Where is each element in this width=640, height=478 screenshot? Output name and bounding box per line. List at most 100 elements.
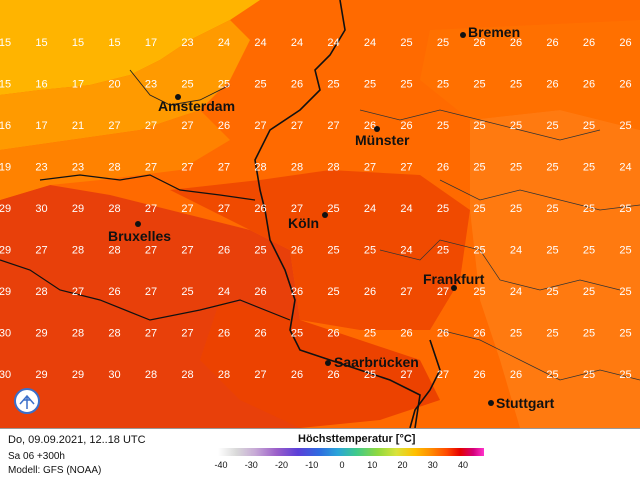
grid-value: 25 [619, 203, 631, 215]
grid-value: 30 [35, 203, 47, 215]
city-label-saarbruecken: Saarbrücken [334, 354, 419, 370]
grid-value: 27 [145, 286, 157, 298]
grid-value: 27 [218, 203, 230, 215]
legend-tick: 30 [427, 460, 438, 470]
grid-value: 26 [437, 162, 449, 174]
grid-value: 23 [35, 162, 47, 174]
border-germany-west [254, 0, 421, 428]
city-stuttgart[interactable]: Stuttgart [488, 395, 555, 411]
grid-value: 25 [546, 328, 558, 340]
grid-value: 26 [473, 369, 485, 381]
temperature-map[interactable]: 15 15 15 15 17 23 24 24 24 24 24 25 25 26 26 26 26 26 15 16… [0, 0, 640, 428]
grid-value: 15 [108, 37, 120, 49]
grid-value: 25 [327, 79, 339, 91]
city-label-frankfurt: Frankfurt [423, 271, 485, 287]
logo [14, 388, 40, 414]
city-saarbruecken[interactable]: Saarbrücken [325, 354, 419, 370]
grid-value: 25 [218, 79, 230, 91]
city-bremen[interactable]: Bremen [460, 24, 520, 40]
grid-value: 25 [510, 328, 522, 340]
grid-value: 25 [510, 79, 522, 91]
grid-value: 27 [181, 120, 193, 132]
grid-value: 27 [437, 286, 449, 298]
grid-value: 29 [35, 369, 47, 381]
grid-value: 27 [108, 120, 120, 132]
grid-value: 25 [473, 79, 485, 91]
grid-value: 27 [218, 162, 230, 174]
grid-value: 27 [400, 369, 412, 381]
grid-value: 27 [291, 120, 303, 132]
grid-value: 27 [254, 120, 266, 132]
grid-value: 24 [364, 203, 376, 215]
city-marker [374, 126, 380, 132]
grid-value: 25 [473, 120, 485, 132]
grid-value: 27 [35, 245, 47, 257]
grid-value: 26 [327, 328, 339, 340]
city-koeln[interactable]: Köln [288, 212, 328, 231]
city-amsterdam[interactable]: Amsterdam [158, 94, 235, 114]
grid-value: 29 [35, 328, 47, 340]
city-label-stuttgart: Stuttgart [496, 395, 555, 411]
city-marker [175, 94, 181, 100]
grid-value: 25 [546, 286, 558, 298]
grid-value: 25 [473, 162, 485, 174]
forecast-run: Sa 06 +300h [8, 451, 65, 462]
grid-value: 26 [364, 286, 376, 298]
grid-value: 15 [35, 37, 47, 49]
grid-value: 27 [181, 245, 193, 257]
grid-value: 26 [619, 79, 631, 91]
city-frankfurt[interactable]: Frankfurt [423, 271, 485, 291]
grid-value: 28 [108, 328, 120, 340]
city-muenster[interactable]: Münster [355, 126, 410, 148]
grid-value: 23 [145, 79, 157, 91]
grid-value: 25 [327, 203, 339, 215]
grid-value: 26 [291, 286, 303, 298]
state-border-2 [439, 179, 640, 211]
legend-title: Höchsttemperatur [°C] [298, 433, 416, 445]
grid-value: 28 [291, 162, 303, 174]
grid-value: 25 [510, 162, 522, 174]
grid-value: 26 [327, 369, 339, 381]
grid-value: 24 [218, 37, 230, 49]
grid-value: 24 [327, 37, 339, 49]
grid-value: 25 [583, 120, 595, 132]
grid-value: 25 [327, 245, 339, 257]
grid-value: 27 [145, 328, 157, 340]
grid-value: 25 [291, 328, 303, 340]
grid-value: 26 [291, 369, 303, 381]
city-marker [451, 285, 457, 291]
grid-value: 26 [254, 286, 266, 298]
grid-value: 26 [108, 286, 120, 298]
grid-value: 26 [218, 120, 230, 132]
city-marker [460, 32, 466, 38]
city-label-muenster: Münster [355, 132, 410, 148]
forecast-date: Do, 09.09.2021, 12..18 UTC [8, 434, 146, 446]
city-label-koeln: Köln [288, 215, 319, 231]
grid-value: 23 [181, 37, 193, 49]
grid-value: 28 [218, 369, 230, 381]
city-marker [325, 360, 331, 366]
grid-value: 25 [437, 203, 449, 215]
grid-value: 16 [35, 79, 47, 91]
temp-zone-hot-center [170, 170, 470, 330]
grid-value: 25 [254, 79, 266, 91]
grid-value: 28 [254, 162, 266, 174]
grid-value: 29 [72, 369, 84, 381]
grid-value: 26 [473, 328, 485, 340]
grid-value: 25 [546, 120, 558, 132]
grid-value: 25 [546, 203, 558, 215]
grid-value: 30 [0, 369, 11, 381]
grid-value: 27 [181, 203, 193, 215]
grid-value: 25 [364, 328, 376, 340]
grid-value: 25 [400, 37, 412, 49]
grid-value: 15 [72, 37, 84, 49]
border-netherlands-belgium [39, 174, 256, 201]
legend-tick: -10 [305, 460, 319, 470]
grid-value: 25 [254, 245, 266, 257]
city-bruxelles[interactable]: Bruxelles [108, 221, 171, 244]
state-border-1 [359, 109, 601, 141]
grid-value: 27 [145, 162, 157, 174]
map-canvas: 15 15 15 15 17 23 24 24 24 24 24 25 25 26 26 26 26 26 15 16… [0, 0, 640, 428]
grid-value: 25 [473, 286, 485, 298]
grid-value: 26 [254, 203, 266, 215]
